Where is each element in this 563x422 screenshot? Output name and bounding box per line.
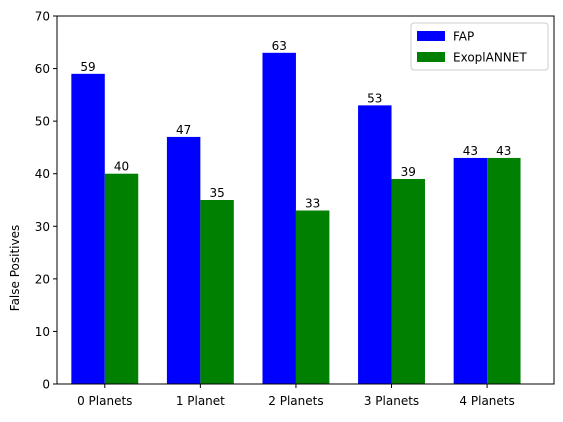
data-label-exoplannet-3: 39 (401, 165, 416, 179)
y-tick-label-50: 50 (35, 115, 50, 129)
bar-exoplannet-0 (104, 173, 139, 384)
bar-exoplannet-3 (391, 178, 425, 384)
data-label-fap-0: 59 (80, 60, 95, 74)
bar-fap-1 (166, 136, 201, 384)
bar-fap-0 (71, 73, 105, 384)
legend-label-fap: FAP (453, 30, 474, 44)
x-tick-label-1: 1 Planet (176, 394, 225, 408)
data-label-fap-2: 63 (272, 39, 287, 53)
axes-frame (56, 15, 555, 385)
bar-exoplannet-1 (200, 200, 234, 384)
y-tick-label-0: 0 (42, 378, 50, 392)
y-tick-label-20: 20 (35, 272, 50, 286)
data-label-exoplannet-2: 33 (305, 197, 320, 211)
legend: FAP ExoplANNET (410, 22, 549, 71)
y-tick-label-40: 40 (35, 167, 50, 181)
y-axis-label: False Positives (8, 225, 22, 311)
y-tick-label-10: 10 (35, 325, 50, 339)
data-label-exoplannet-0: 40 (114, 160, 129, 174)
legend-swatch-fap (417, 31, 445, 41)
y-tick-label-30: 30 (35, 220, 50, 234)
bar-fap-2 (262, 52, 296, 385)
y-tick-label-70: 70 (35, 10, 50, 24)
plot-area: 59 47 63 53 43 40 35 33 39 43 0 10 20 30 40 50 60 70 0 Pla… (35, 10, 555, 408)
bar-exoplannet-2 (295, 210, 330, 384)
legend-label-exoplannet: ExoplANNET (453, 51, 527, 65)
bar-fap-4 (453, 157, 488, 384)
x-tick-label-3: 3 Planets (364, 394, 419, 408)
bar-fap-3 (358, 105, 392, 384)
data-label-fap-3: 53 (367, 91, 382, 105)
data-label-fap-4: 43 (463, 144, 478, 158)
legend-box (410, 22, 549, 71)
y-tick-label-60: 60 (35, 62, 50, 76)
x-tick-label-4: 4 Planets (459, 394, 514, 408)
x-tick-label-0: 0 Planets (77, 394, 132, 408)
legend-swatch-exoplannet (417, 52, 445, 62)
bar-exoplannet-4 (487, 157, 521, 384)
data-label-fap-1: 47 (176, 123, 191, 137)
x-tick-label-2: 2 Planets (268, 394, 323, 408)
data-label-exoplannet-1: 35 (209, 186, 224, 200)
data-label-exoplannet-4: 43 (496, 144, 511, 158)
